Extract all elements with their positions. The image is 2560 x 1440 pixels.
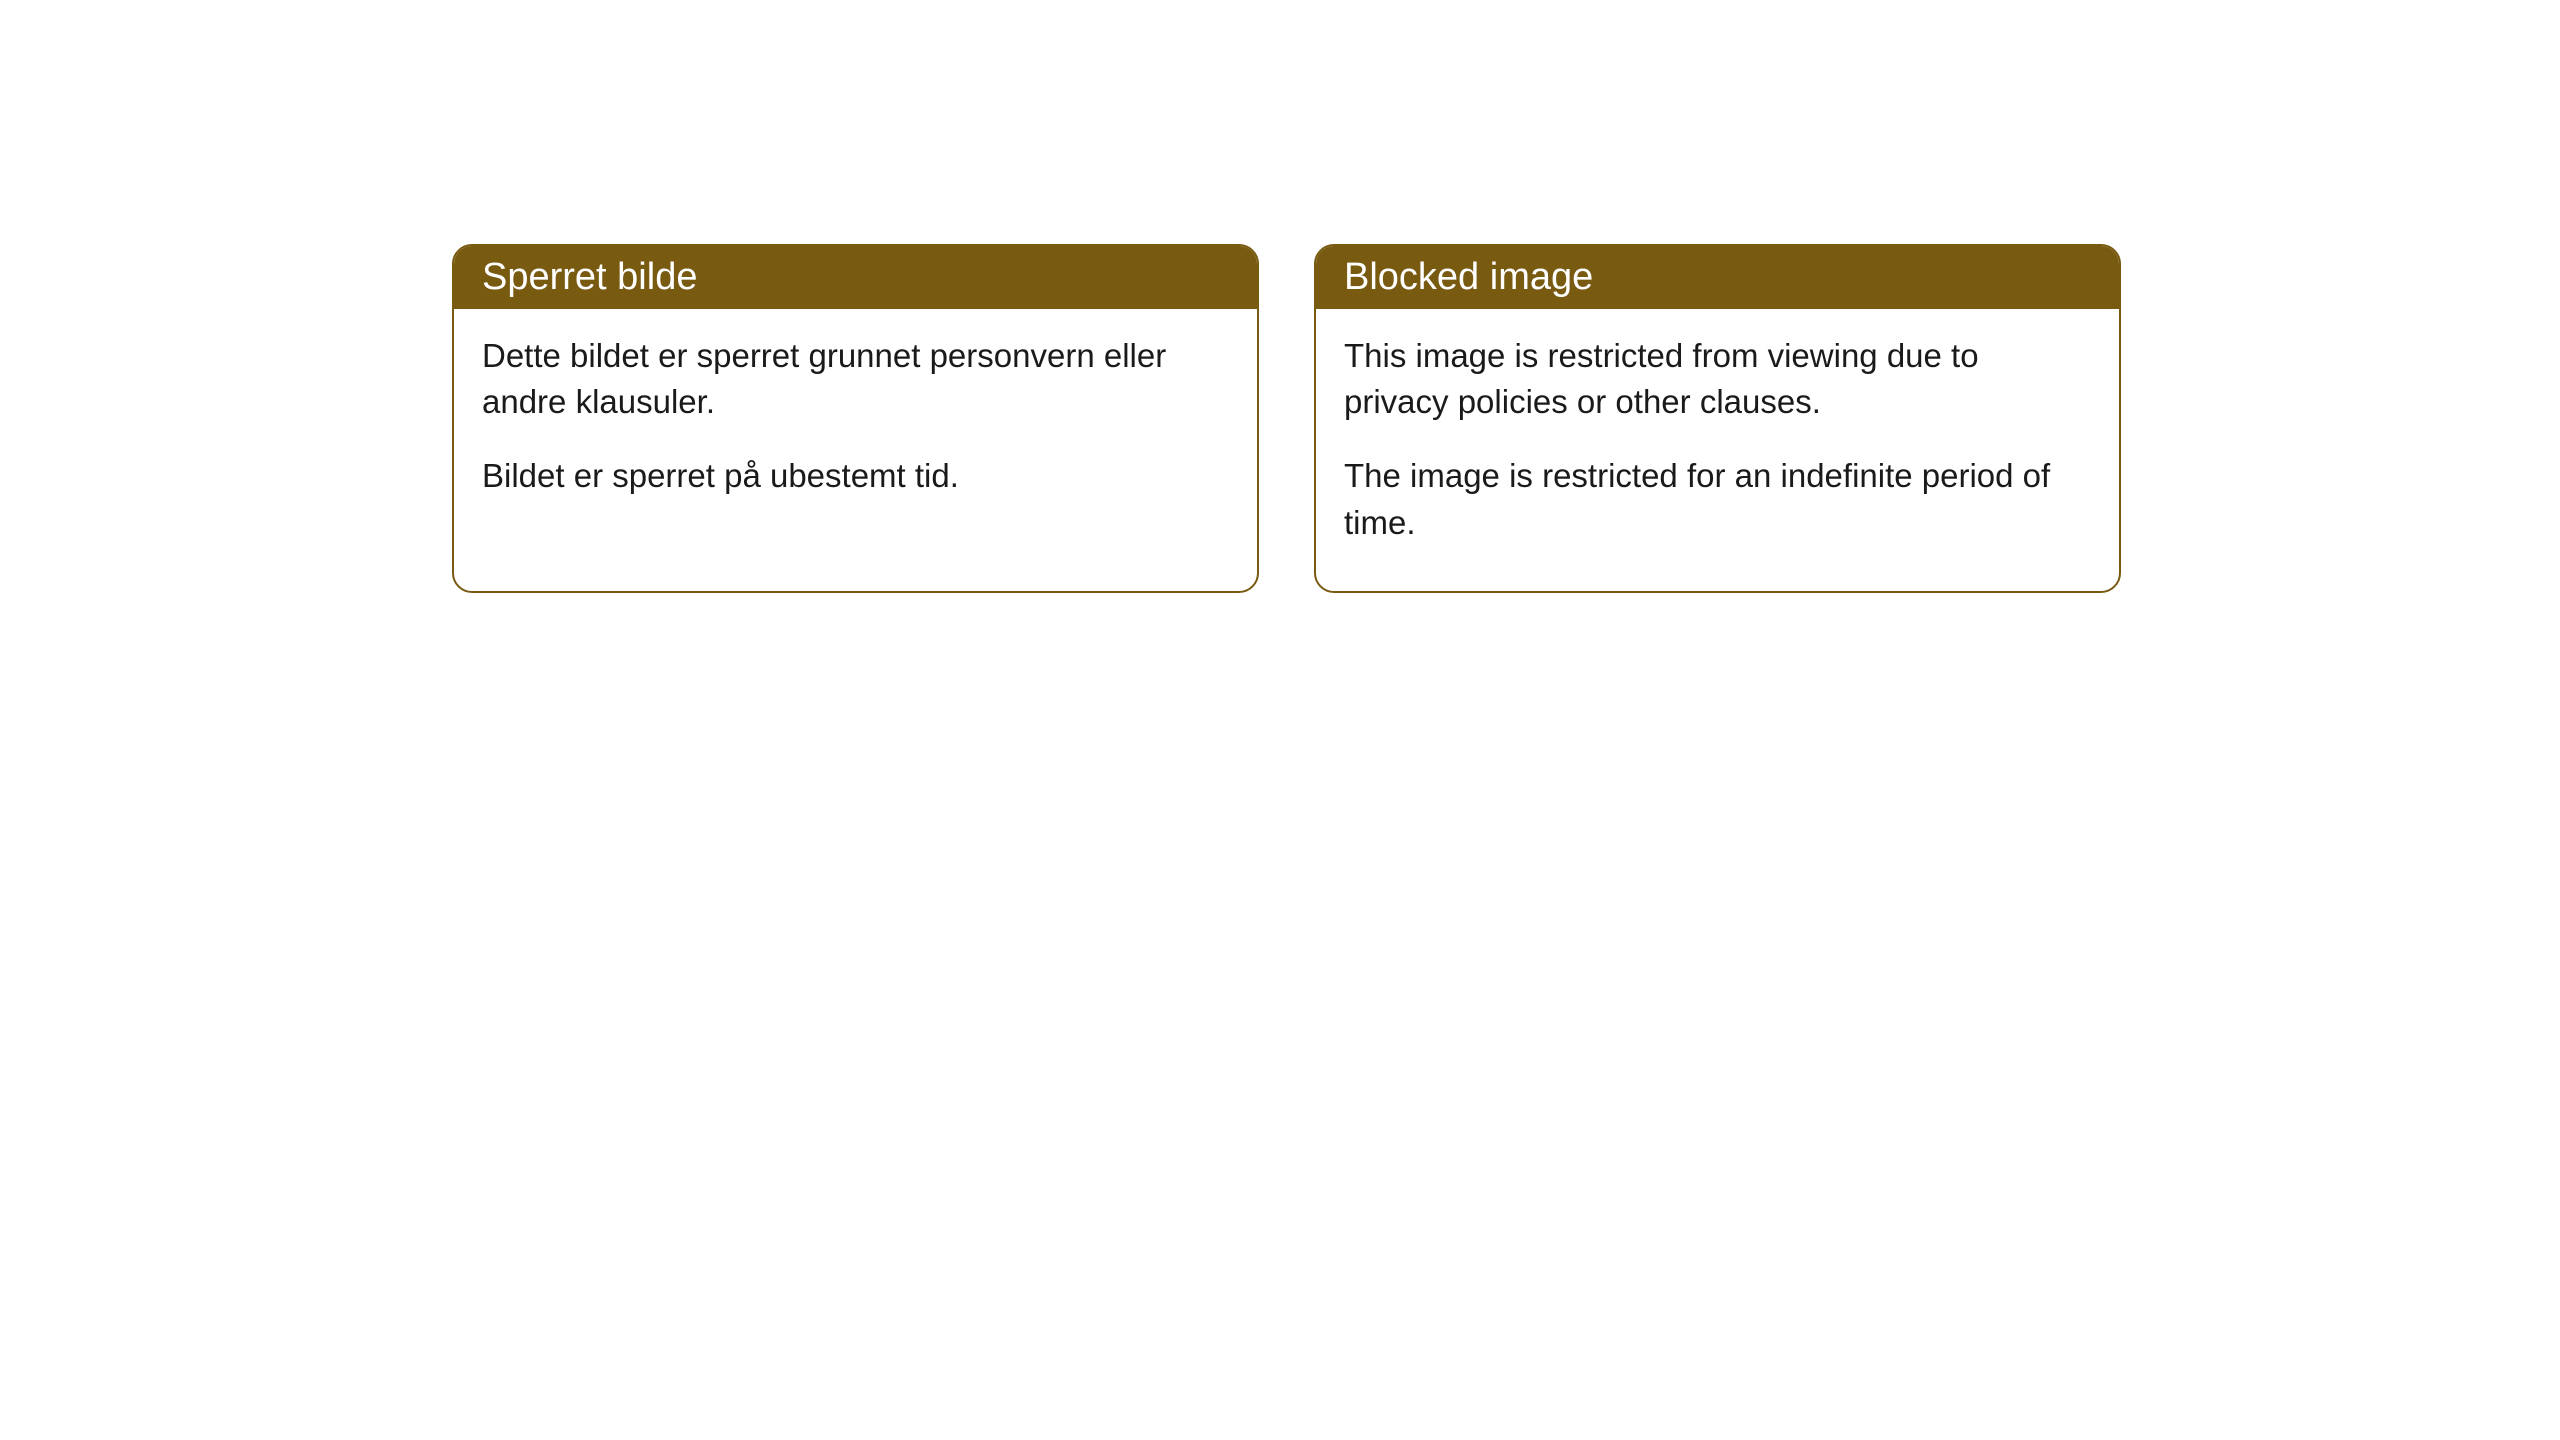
- card-header-norwegian: Sperret bilde: [454, 246, 1257, 309]
- card-paragraph-1-english: This image is restricted from viewing du…: [1344, 333, 2091, 425]
- card-title-english: Blocked image: [1344, 256, 1593, 298]
- notice-cards-container: Sperret bilde Dette bildet er sperret gr…: [452, 244, 2121, 593]
- card-paragraph-2-english: The image is restricted for an indefinit…: [1344, 453, 2091, 545]
- card-header-english: Blocked image: [1316, 246, 2119, 309]
- card-title-norwegian: Sperret bilde: [482, 256, 697, 298]
- card-paragraph-2-norwegian: Bildet er sperret på ubestemt tid.: [482, 453, 1229, 499]
- card-body-norwegian: Dette bildet er sperret grunnet personve…: [454, 309, 1257, 545]
- blocked-image-card-norwegian: Sperret bilde Dette bildet er sperret gr…: [452, 244, 1259, 593]
- card-body-english: This image is restricted from viewing du…: [1316, 309, 2119, 591]
- card-paragraph-1-norwegian: Dette bildet er sperret grunnet personve…: [482, 333, 1229, 425]
- blocked-image-card-english: Blocked image This image is restricted f…: [1314, 244, 2121, 593]
